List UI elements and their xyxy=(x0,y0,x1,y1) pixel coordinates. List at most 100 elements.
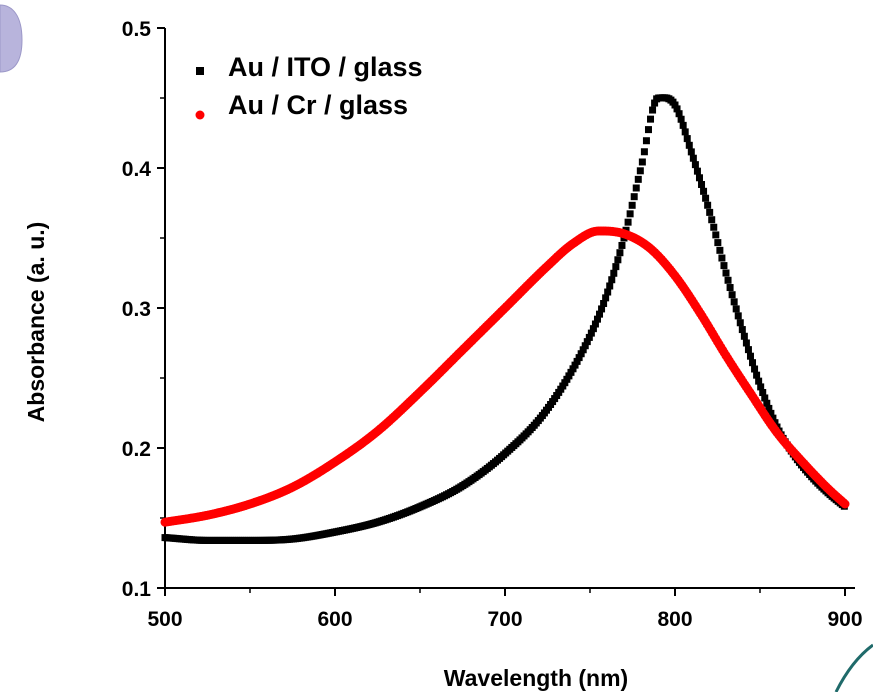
decor-top-left-shape xyxy=(0,4,23,73)
data-point xyxy=(683,135,691,143)
series-layer xyxy=(160,94,850,544)
data-point xyxy=(569,365,577,373)
data-point xyxy=(575,354,583,362)
data-point xyxy=(610,269,618,277)
data-point xyxy=(706,208,714,216)
y-tick-label: 0.1 xyxy=(122,578,152,601)
data-point xyxy=(710,223,718,231)
data-point xyxy=(606,282,614,290)
data-point xyxy=(765,404,773,412)
legend: Au / ITO / glass Au / Cr / glass xyxy=(195,52,423,120)
data-point xyxy=(573,357,581,365)
data-point xyxy=(718,254,726,262)
data-point xyxy=(769,414,777,422)
data-point xyxy=(687,148,695,156)
x-tick-label: 900 xyxy=(827,608,862,631)
data-point xyxy=(624,218,632,226)
data-point xyxy=(583,338,591,346)
data-point xyxy=(744,346,752,354)
y-tick-label: 0.3 xyxy=(122,298,151,321)
data-point xyxy=(759,389,767,397)
legend-marker-au-ito xyxy=(196,67,204,75)
data-point xyxy=(571,361,579,369)
data-point xyxy=(598,305,606,313)
data-point xyxy=(746,352,754,360)
data-point xyxy=(596,310,604,318)
data-point xyxy=(712,231,720,239)
data-point xyxy=(681,128,689,136)
legend-label-au-cr: Au / Cr / glass xyxy=(228,90,408,120)
x-tick-label: 600 xyxy=(317,608,352,631)
data-point xyxy=(704,201,712,209)
legend-label-au-ito: Au / ITO / glass xyxy=(228,52,423,82)
data-point xyxy=(591,320,599,328)
data-point xyxy=(755,377,763,385)
data-point xyxy=(708,216,716,224)
data-point xyxy=(602,294,610,302)
data-point xyxy=(763,399,771,407)
data-point xyxy=(689,154,697,162)
data-point xyxy=(608,276,616,284)
legend-marker-au-cr xyxy=(195,110,205,120)
data-point xyxy=(634,175,642,183)
axis-ticks xyxy=(157,27,846,596)
data-point xyxy=(691,161,699,169)
data-point xyxy=(647,115,655,123)
data-point xyxy=(726,284,734,292)
data-point xyxy=(649,106,657,114)
data-point xyxy=(628,201,636,209)
data-point xyxy=(618,241,626,249)
data-point xyxy=(734,312,742,320)
data-point xyxy=(685,141,693,149)
data-point xyxy=(757,383,765,391)
data-point xyxy=(732,305,740,313)
data-point xyxy=(593,315,601,323)
decor-bottom-right-arc xyxy=(834,643,873,693)
data-point xyxy=(587,329,595,337)
data-point xyxy=(675,110,683,118)
data-point xyxy=(612,263,620,271)
data-point xyxy=(616,249,624,257)
data-point xyxy=(693,167,701,175)
x-tick-label: 700 xyxy=(487,608,522,631)
data-point xyxy=(644,126,652,134)
data-point xyxy=(753,371,761,379)
data-point xyxy=(630,193,638,201)
data-point xyxy=(767,409,775,417)
data-point xyxy=(730,298,738,306)
x-tick-label: 500 xyxy=(147,608,182,631)
data-point xyxy=(724,276,732,284)
data-point xyxy=(751,365,759,373)
data-point xyxy=(740,332,748,340)
data-point xyxy=(728,291,736,299)
data-point xyxy=(695,174,703,182)
data-point xyxy=(671,101,679,109)
data-point xyxy=(651,99,659,107)
data-point xyxy=(640,148,648,156)
data-point xyxy=(567,368,575,376)
data-point xyxy=(698,180,706,188)
data-point xyxy=(577,350,585,358)
y-tick-label: 0.2 xyxy=(122,438,151,461)
data-point xyxy=(679,121,687,129)
series-au-ito-glass xyxy=(161,94,848,544)
data-point xyxy=(579,346,587,354)
data-point xyxy=(714,239,722,247)
data-point xyxy=(638,158,646,166)
x-axis-label: Wavelength (nm) xyxy=(444,665,628,691)
x-tick-label: 800 xyxy=(657,608,692,631)
data-point xyxy=(673,105,681,113)
data-point xyxy=(702,194,710,202)
data-point xyxy=(761,394,769,402)
data-point xyxy=(840,499,850,509)
data-point xyxy=(738,326,746,334)
data-point xyxy=(716,246,724,254)
y-tick-label: 0.4 xyxy=(122,158,152,181)
axis-tick-labels: 500 600 700 800 900 0.1 0.2 0.3 0.4 0.5 xyxy=(122,18,863,631)
data-point xyxy=(565,372,573,380)
data-point xyxy=(585,333,593,341)
data-point xyxy=(626,210,634,218)
data-point xyxy=(736,319,744,327)
